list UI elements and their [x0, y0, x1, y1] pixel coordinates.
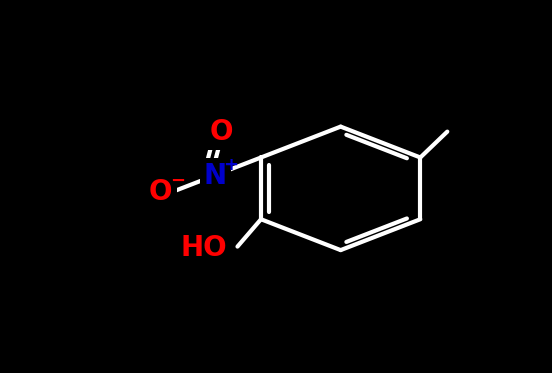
Text: N: N [204, 162, 227, 190]
Text: +: + [223, 156, 238, 174]
Text: HO: HO [180, 234, 227, 262]
Text: O: O [210, 118, 233, 146]
Text: O: O [149, 178, 172, 206]
Text: −: − [170, 172, 185, 190]
